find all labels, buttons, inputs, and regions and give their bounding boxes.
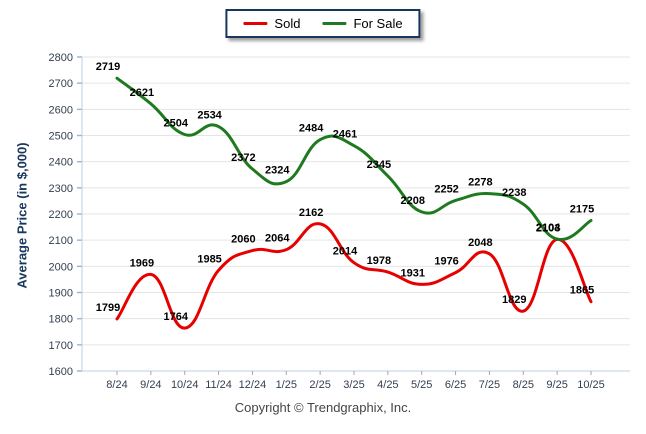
data-label-for-sale: 2345 — [367, 159, 391, 171]
data-label-for-sale: 2238 — [502, 187, 526, 199]
data-label-sold: 2064 — [265, 233, 290, 245]
x-tick-label: 4/25 — [377, 379, 398, 391]
y-tick-label: 1800 — [49, 314, 73, 326]
data-label-sold: 1969 — [130, 257, 154, 269]
data-label-sold: 2060 — [231, 234, 255, 246]
x-tick-label: 2/25 — [309, 379, 330, 391]
data-label-sold: 1985 — [197, 253, 221, 265]
y-tick-label: 1900 — [49, 288, 73, 300]
data-label-for-sale: 2484 — [299, 123, 324, 135]
copyright-text: Copyright © Trendgraphix, Inc. — [234, 400, 412, 415]
x-tick-label: 10/24 — [171, 379, 199, 391]
data-label-for-sale: 2324 — [265, 165, 290, 177]
x-tick-label: 9/24 — [140, 379, 161, 391]
sold-line-swatch — [243, 22, 268, 25]
data-label-for-sale: 2534 — [197, 110, 222, 122]
price-line-chart: 1600 1700 1800 1900 2000 2100 2200 2300 2400 2500… — [49, 52, 630, 391]
data-label-sold: 1978 — [367, 255, 391, 267]
data-label-for-sale: 2104 — [536, 222, 561, 234]
legend-label-for-sale: For Sale — [353, 16, 403, 31]
x-tick-label: 7/25 — [479, 379, 500, 391]
data-label-sold: 1931 — [400, 267, 424, 279]
legend: Sold For Sale — [225, 9, 421, 38]
data-label-sold: 1976 — [434, 256, 458, 268]
data-label-sold: 2014 — [333, 246, 358, 258]
data-label-for-sale: 2461 — [333, 129, 357, 141]
data-label-for-sale: 2719 — [96, 61, 120, 73]
data-label-for-sale: 2621 — [130, 87, 154, 99]
x-tick-label: 1/25 — [276, 379, 297, 391]
data-label-sold: 1865 — [570, 285, 594, 297]
y-tick-label: 2400 — [49, 157, 73, 169]
data-label-for-sale: 2252 — [434, 183, 458, 195]
data-label-sold: 2048 — [468, 237, 492, 249]
series-line-sold — [115, 222, 593, 330]
data-label-for-sale: 2278 — [468, 177, 492, 189]
y-tick-label: 2200 — [49, 209, 73, 221]
data-label-for-sale: 2504 — [163, 117, 188, 129]
series-line-for-sale — [115, 76, 593, 241]
legend-label-sold: Sold — [274, 16, 301, 31]
y-tick-label: 2000 — [49, 261, 73, 273]
legend-item-sold: Sold — [243, 16, 300, 31]
data-label-for-sale: 2372 — [231, 152, 255, 164]
y-tick-label: 2800 — [49, 52, 73, 64]
x-tick-label: 3/25 — [343, 379, 364, 391]
y-tick-label: 2100 — [49, 235, 73, 247]
data-label-sold: 1799 — [96, 302, 120, 314]
legend-item-for-sale: For Sale — [322, 16, 403, 31]
data-label-sold: 2103 — [536, 222, 560, 234]
for-sale-line-swatch — [322, 22, 347, 25]
data-label-sold: 1764 — [163, 311, 188, 323]
data-label-for-sale: 2208 — [400, 195, 424, 207]
x-tick-label: 9/25 — [546, 379, 567, 391]
x-tick-label: 5/25 — [411, 379, 432, 391]
data-label-for-sale: 2175 — [570, 204, 594, 216]
y-tick-label: 1600 — [49, 366, 73, 378]
x-tick-label: 10/25 — [577, 379, 605, 391]
data-label-sold: 1829 — [502, 294, 526, 306]
y-tick-label: 1700 — [49, 340, 73, 352]
y-tick-label: 2700 — [49, 78, 73, 90]
y-tick-label: 2600 — [49, 104, 73, 116]
x-tick-label: 8/25 — [513, 379, 534, 391]
x-tick-label: 12/24 — [239, 379, 267, 391]
y-tick-label: 2300 — [49, 183, 73, 195]
x-tick-label: 8/24 — [106, 379, 127, 391]
y-axis-title: Average Price (in $,000) — [14, 142, 30, 289]
y-tick-label: 2500 — [49, 131, 73, 143]
x-tick-label: 6/25 — [445, 379, 466, 391]
x-tick-label: 11/24 — [205, 379, 232, 391]
data-label-sold: 2162 — [299, 207, 323, 219]
